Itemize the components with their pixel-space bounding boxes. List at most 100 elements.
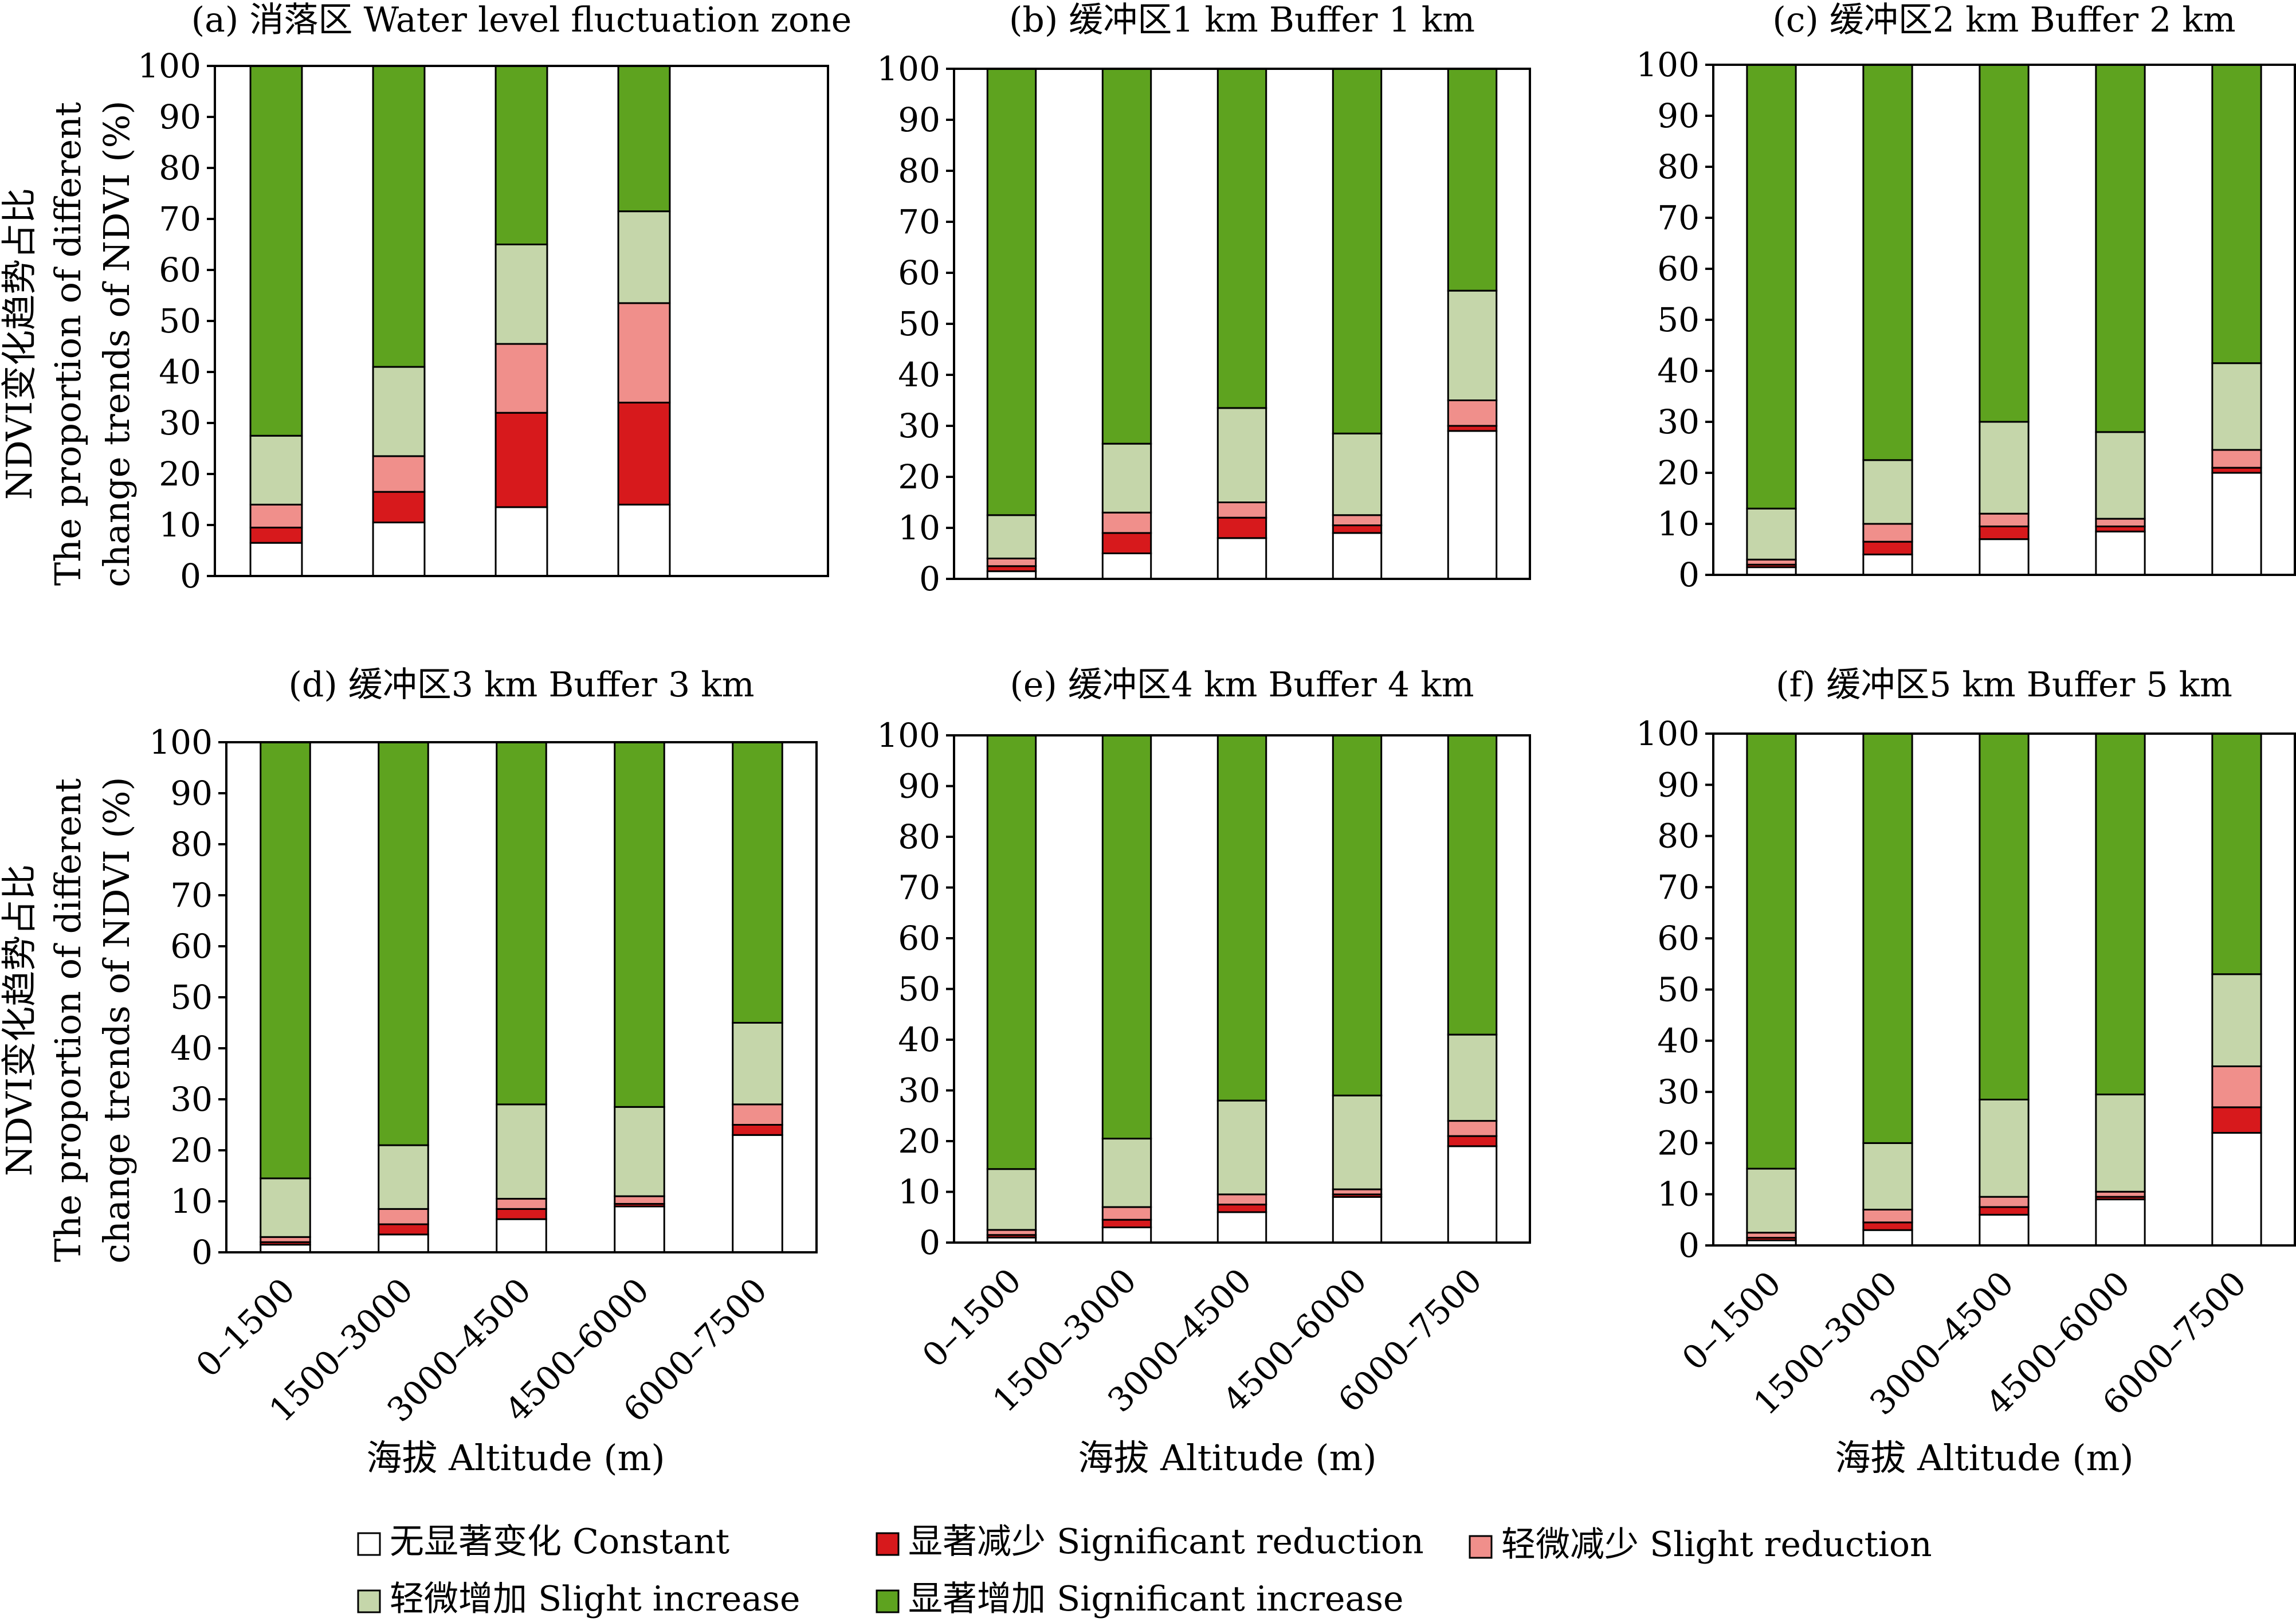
bar-segment-constant-a-4 (617, 503, 671, 577)
legend: 无显著变化 Constant 显著减少 Significant reductio… (357, 1522, 1932, 1619)
y-tick-label-b-20: 20 (898, 457, 940, 496)
panel-f: (f) 缓冲区5 km Buffer 5 km0–15001500–300030… (1636, 665, 2296, 1423)
bar-segment-constant-d-5 (732, 1134, 783, 1253)
bar-b-5 (1447, 68, 1498, 580)
bar-segment-slight_red-b-5 (1447, 399, 1498, 427)
bar-segment-constant-c-4 (2095, 530, 2146, 576)
bar-segment-slight_inc-c-2 (1862, 459, 1913, 525)
y-tick-label-c-30: 30 (1657, 402, 1700, 441)
bar-segment-sig_inc-a-4 (617, 65, 671, 213)
bar-segment-slight_red-f-5 (2211, 1065, 2262, 1108)
bar-segment-sig_inc-e-5 (1447, 734, 1498, 1036)
y-tick-label-d-50: 50 (170, 978, 213, 1017)
bar-e-5 (1447, 734, 1498, 1244)
y-tick-label-a-50: 50 (159, 301, 201, 340)
bar-segment-sig_inc-e-1 (986, 734, 1037, 1170)
bar-segment-sig_inc-f-3 (1979, 732, 2030, 1100)
bar-segment-sig_red-a-4 (617, 401, 671, 506)
legend-label-significant-increase: 显著增加 Significant increase (908, 1579, 1404, 1619)
bar-segment-slight_red-b-4 (1332, 514, 1383, 527)
bar-segment-constant-d-4 (614, 1205, 665, 1253)
bar-segment-sig_inc-b-3 (1216, 68, 1267, 409)
bar-c-2 (1862, 64, 1913, 576)
bar-segment-sig_inc-a-3 (494, 65, 548, 245)
bar-b-1 (986, 68, 1037, 580)
bar-segment-sig_red-f-2 (1862, 1221, 1913, 1231)
bar-segment-constant-d-3 (496, 1218, 547, 1253)
bar-segment-constant-c-3 (1979, 538, 2030, 576)
y-tick-label-d-20: 20 (170, 1131, 213, 1170)
bar-segment-constant-a-3 (494, 506, 548, 577)
bar-a-2 (372, 65, 426, 577)
y-tick-label-f-30: 30 (1657, 1072, 1700, 1111)
y-tick-label-a-20: 20 (159, 455, 201, 493)
legend-item-slight-reduction: 轻微减少 Slight reduction (1469, 1525, 1932, 1565)
bar-segment-slight_inc-b-1 (986, 514, 1037, 559)
bar-segment-slight_inc-f-3 (1979, 1098, 2030, 1198)
bar-segment-sig_red-a-3 (494, 412, 548, 508)
bar-segment-slight_inc-e-5 (1447, 1033, 1498, 1122)
bar-segment-slight_red-c-3 (1979, 512, 2030, 527)
y-tick-label-e-100: 100 (877, 716, 940, 755)
bar-segment-sig_red-e-5 (1447, 1135, 1498, 1147)
legend-swatch-constant (357, 1532, 381, 1556)
y-tick-label-f-70: 70 (1657, 868, 1700, 907)
bar-a-1 (249, 65, 303, 577)
y-axis-label-en-line1: The proportion of different (47, 778, 89, 1262)
bar-segment-sig_inc-d-5 (732, 741, 783, 1024)
bar-f-1 (1746, 732, 1797, 1247)
y-tick-label-d-70: 70 (170, 876, 213, 915)
bar-segment-sig_inc-e-3 (1216, 734, 1267, 1102)
bar-segment-slight_red-e-5 (1447, 1120, 1498, 1137)
bar-segment-constant-b-2 (1101, 553, 1152, 580)
y-tick-label-f-10: 10 (1657, 1175, 1700, 1214)
y-tick-label-b-100: 100 (877, 49, 940, 88)
bar-segment-sig_red-a-2 (372, 491, 426, 524)
bar-segment-constant-d-1 (260, 1244, 311, 1253)
bar-segment-slight_inc-b-2 (1101, 442, 1152, 514)
bar-segment-slight_inc-e-4 (1332, 1094, 1383, 1190)
bar-segment-slight_inc-c-4 (2095, 431, 2146, 520)
y-tick-label-c-70: 70 (1657, 198, 1700, 237)
y-tick-label-b-80: 80 (898, 151, 940, 190)
bar-segment-constant-f-5 (2211, 1132, 2262, 1247)
bar-segment-sig_inc-a-2 (372, 65, 426, 368)
panel-c: (c) 缓冲区2 km Buffer 2 km 0 10 20 30 40 50 60 70 80… (1636, 0, 2296, 594)
bar-segment-slight_red-d-3 (496, 1198, 547, 1210)
bar-c-5 (2211, 64, 2262, 576)
bar-segment-slight_inc-e-1 (986, 1168, 1037, 1231)
panel-title-d: (d) 缓冲区3 km Buffer 3 km (289, 665, 755, 705)
bar-segment-slight_red-a-3 (494, 343, 548, 414)
bar-segment-sig_red-b-4 (1332, 524, 1383, 534)
y-tick-label-a-70: 70 (159, 199, 201, 238)
bar-segment-slight_inc-e-3 (1216, 1099, 1267, 1196)
bar-segment-slight_inc-d-4 (614, 1106, 665, 1197)
bar-segment-constant-e-4 (1332, 1196, 1383, 1244)
legend-item-significant-increase: 显著增加 Significant increase (876, 1579, 1404, 1619)
bar-segment-constant-e-2 (1101, 1226, 1152, 1244)
bar-segment-slight_inc-f-5 (2211, 973, 2262, 1067)
bar-segment-slight_inc-f-2 (1862, 1142, 1913, 1210)
panel-title-e: (e) 缓冲区4 km Buffer 4 km (1010, 665, 1474, 705)
y-axis-label-row1: NDVI变化趋势占比 The proportion of different c… (0, 100, 138, 587)
y-tick-label-d-60: 60 (170, 927, 213, 966)
y-tick-label-e-10: 10 (898, 1173, 940, 1212)
bar-segment-constant-a-1 (249, 542, 303, 577)
bar-segment-constant-a-2 (372, 522, 426, 577)
bar-segment-sig_red-c-2 (1862, 540, 1913, 555)
bar-segment-sig_inc-d-4 (614, 741, 665, 1108)
bar-d-4 (614, 741, 665, 1253)
y-tick-label-a-60: 60 (159, 250, 201, 289)
bar-segment-slight_inc-e-2 (1101, 1138, 1152, 1208)
x-tick-label-d-1: 0–1500 (189, 1271, 303, 1385)
y-tick-label-a-100: 100 (138, 46, 201, 85)
bar-a-3 (494, 65, 548, 577)
legend-label-significant-reduction: 显著减少 Significant reduction (908, 1522, 1424, 1562)
y-tick-label-f-0: 0 (1678, 1226, 1700, 1265)
bar-segment-sig_red-f-3 (1979, 1206, 2030, 1216)
bar-segment-constant-f-2 (1862, 1229, 1913, 1247)
legend-swatch-significant-increase (876, 1589, 900, 1613)
bar-segment-sig_inc-f-2 (1862, 732, 1913, 1144)
legend-label-constant: 无显著变化 Constant (390, 1522, 729, 1562)
